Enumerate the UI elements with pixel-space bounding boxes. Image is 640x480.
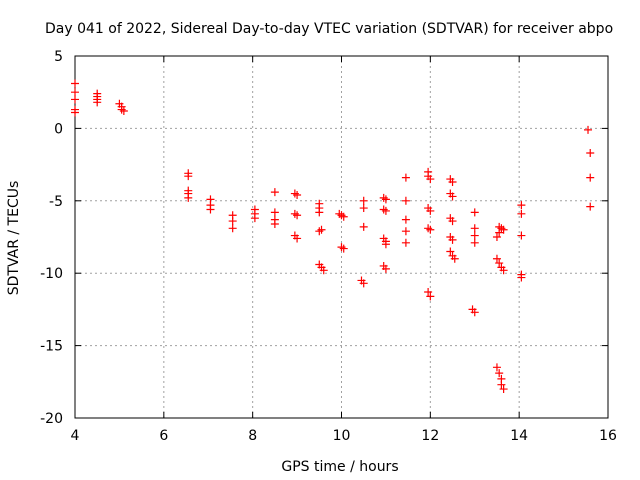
y-tick-label: -20 [40,411,63,427]
y-axis-title: SDTVAR / TECUs [6,181,22,296]
data-point [206,205,215,214]
data-point [517,273,526,282]
data-point [448,235,457,244]
data-point [517,231,526,240]
data-point [517,201,526,210]
data-point [381,240,390,249]
data-point [499,225,508,234]
data-point [71,79,79,88]
data-point [184,172,193,181]
data-point [270,219,279,228]
data-point [448,192,457,201]
data-point [495,369,504,378]
data-point [426,292,435,301]
data-point [381,264,390,273]
data-point [293,234,302,243]
data-points [71,79,595,394]
data-point [119,107,128,116]
data-point [426,175,435,184]
data-point [517,209,526,218]
data-point [401,238,410,247]
data-point [270,188,279,197]
x-tick-label: 14 [510,428,528,444]
data-point [584,125,593,134]
data-point [359,204,368,213]
data-point [71,95,79,104]
data-point [448,217,457,226]
data-point [381,206,390,215]
data-point [470,224,479,233]
grid-lines [75,56,608,418]
data-point [586,149,595,158]
data-point [381,195,390,204]
y-tick-label: -15 [40,339,63,355]
data-point [497,380,506,389]
data-point [319,266,328,275]
data-point [470,308,479,317]
x-tick-label: 4 [71,428,80,444]
data-point [499,385,508,394]
data-point [492,233,501,241]
data-point [71,88,79,97]
data-point [495,228,504,237]
data-point [293,211,302,220]
data-point [401,227,410,236]
x-tick-label: 12 [421,428,439,444]
x-tick-label: 8 [248,428,257,444]
data-point [470,208,479,217]
data-point [359,196,368,205]
data-point [339,212,348,221]
data-point [270,208,279,217]
x-tick-label: 16 [599,428,617,444]
data-point [339,244,348,253]
y-tick-label: 0 [54,121,63,137]
data-point [446,247,455,256]
data-point [401,196,410,205]
y-tick-label: -10 [40,266,63,282]
data-point [359,279,368,288]
data-point [424,288,433,297]
y-tick-label: 5 [54,49,63,65]
data-point [470,238,479,247]
data-point [184,193,193,202]
data-point [586,202,595,211]
data-point [492,254,501,263]
x-tick-label: 6 [159,428,168,444]
y-tick-label: -5 [49,194,63,210]
data-point [228,224,237,233]
x-tick-label: 10 [333,428,351,444]
data-point [401,173,410,182]
data-point [93,98,102,107]
data-point [470,231,479,240]
x-axis-title: GPS time / hours [281,459,398,475]
data-point [359,222,368,231]
data-point [586,173,595,182]
data-point [315,227,324,236]
data-point [448,177,457,186]
chart-title: Day 041 of 2022, Sidereal Day-to-day VTE… [45,21,613,37]
data-point [426,206,435,215]
data-point [250,214,259,223]
data-point [426,225,435,234]
data-point [71,108,79,117]
axis-ticks: 4 6 8 10 12 14 16 5 0 -5 -10 -15 -20 [40,49,617,444]
data-point [228,217,237,226]
data-point [495,259,504,268]
data-point [315,208,324,217]
data-point [293,191,302,200]
data-point [499,266,508,275]
data-point [492,363,501,372]
data-point [450,254,459,263]
data-point [401,215,410,224]
